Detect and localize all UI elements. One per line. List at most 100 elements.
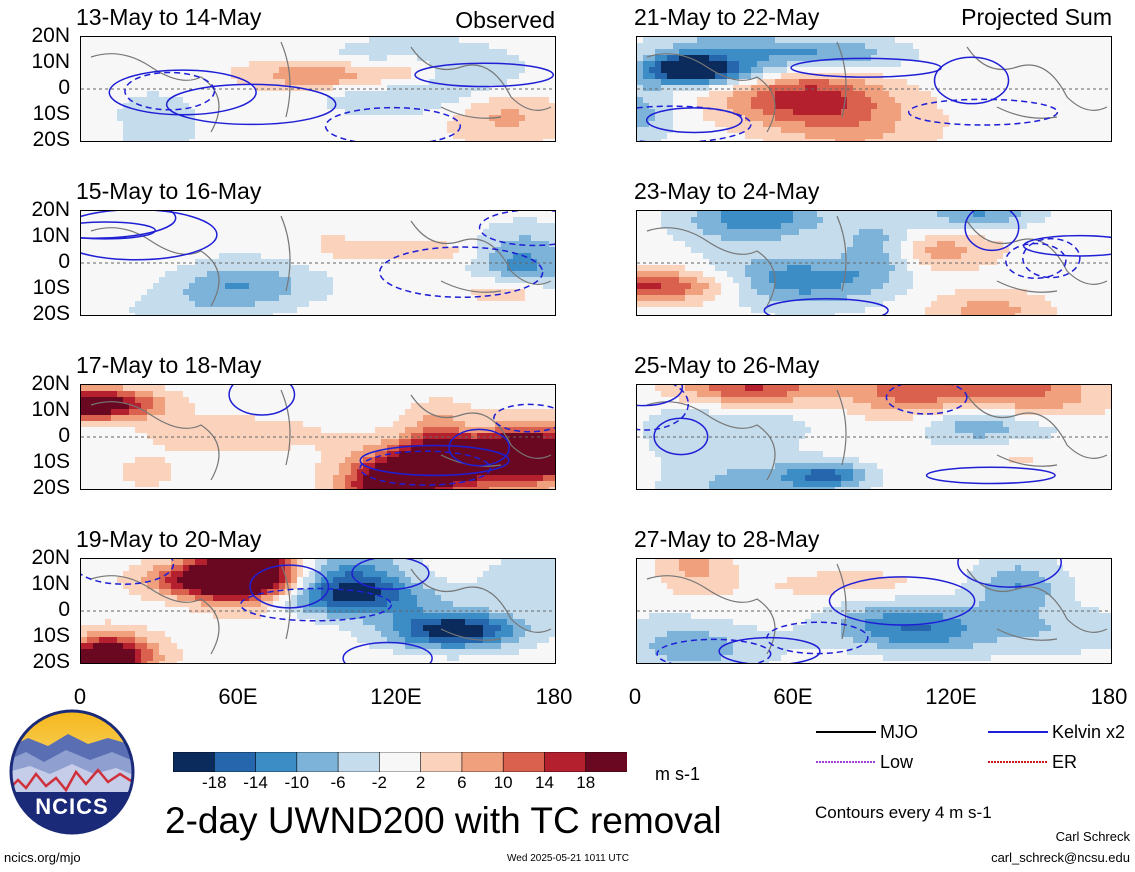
kelvin-contour: [359, 450, 492, 486]
colorbar-swatches: [172, 751, 628, 773]
colorbar-label: -6: [330, 773, 346, 792]
kelvin-contour: [645, 107, 743, 134]
y-tick-label: 20S: [32, 650, 70, 673]
timestamp: Wed 2025-05-21 1011 UTC: [507, 853, 629, 864]
y-tick-label: 10N: [31, 224, 70, 247]
kelvin-contour: [165, 83, 337, 126]
kelvin-contour: [766, 621, 869, 655]
colorbar-label: 6: [457, 773, 467, 792]
y-tick-label: 10S: [32, 276, 70, 299]
ncics-logo-icon: [9, 709, 135, 835]
map-panel: [80, 384, 556, 490]
colorbar-label: -10: [284, 773, 310, 792]
kelvin-contour: [359, 444, 510, 477]
kelvin-contour: [1022, 237, 1081, 279]
colorbar-label: -18: [201, 773, 227, 792]
coastline: [646, 215, 1108, 307]
coastline: [646, 389, 1108, 481]
kelvin-contour: [249, 564, 330, 609]
kelvin-contour: [108, 69, 257, 116]
y-tick-label: 10N: [31, 572, 70, 595]
map-panel: [636, 210, 1112, 316]
colorbar-swatch: [461, 751, 504, 773]
colorbar: [172, 751, 628, 773]
colorbar-swatch: [544, 751, 587, 773]
uwnd-field: [81, 211, 555, 315]
y-tick-label: 0: [58, 424, 70, 447]
kelvin-contour: [907, 98, 1059, 126]
logo-text: NCICS: [35, 794, 109, 819]
y-tick-label: 20N: [31, 546, 70, 569]
y-tick-label: 20S: [32, 302, 70, 325]
panel-title: 19-May to 20-May: [76, 526, 262, 552]
y-tick-label: 10S: [32, 624, 70, 647]
kelvin-contour: [448, 428, 511, 467]
kelvin-contour: [964, 211, 1020, 252]
colorbar-label: 10: [493, 773, 513, 792]
legend-label-er: ER: [1052, 752, 1078, 772]
y-tick-label: 20N: [31, 372, 70, 395]
x-tick-label: 0: [628, 684, 642, 709]
coastline: [90, 215, 552, 307]
kelvin-contour: [957, 559, 1062, 588]
site-url: ncics.org/mjo: [4, 850, 81, 865]
coastline: [646, 563, 1108, 655]
panel-tag: Observed: [455, 7, 555, 33]
uwnd-field: [81, 559, 555, 663]
map-panel: [636, 558, 1112, 664]
uwnd-field: [637, 37, 1111, 141]
legend-label-low: Low: [880, 752, 914, 772]
kelvin-contour: [81, 221, 157, 240]
uwnd-field: [81, 37, 555, 141]
colorbar-swatch: [502, 751, 546, 773]
contour-note: Contours every 4 m s-1: [815, 803, 992, 822]
kelvin-contour: [656, 638, 772, 663]
y-tick-label: 10N: [31, 50, 70, 73]
y-tick-label: 0: [58, 598, 70, 621]
kelvin-contour: [1005, 242, 1067, 280]
kelvin-contour: [228, 385, 296, 416]
x-tick-label: 120E: [370, 684, 422, 709]
colorbar-swatch: [379, 751, 422, 773]
map-panel: [80, 36, 556, 142]
y-tick-label: 10S: [32, 450, 70, 473]
kelvin-contour: [324, 106, 461, 141]
uwnd-field: [81, 385, 555, 489]
map-panel: [80, 558, 556, 664]
panel-title: 25-May to 26-May: [634, 352, 820, 378]
colorbar-swatch: [337, 751, 381, 773]
x-tick-label: 180: [1090, 684, 1128, 709]
kelvin-contour: [718, 636, 821, 663]
x-tick-label: 60E: [218, 684, 258, 709]
panel-title: 27-May to 28-May: [634, 526, 820, 552]
x-tick-label: 60E: [773, 684, 813, 709]
coastline: [90, 41, 552, 133]
y-tick-label: 20N: [31, 198, 70, 221]
map-panel: [80, 210, 556, 316]
colorbar-swatch: [585, 751, 628, 773]
uwnd-field: [637, 385, 1111, 489]
author-name: Carl Schreck: [1055, 829, 1130, 844]
kelvin-contour: [414, 62, 555, 88]
map-panel: [636, 384, 1112, 490]
legend: MJO Kelvin x2 Low ER: [810, 718, 1130, 788]
y-tick-label: 0: [58, 76, 70, 99]
kelvin-contour: [925, 466, 1056, 485]
colorbar-label: 18: [576, 773, 596, 792]
colorbar-label: 2: [415, 773, 426, 792]
colorbar-swatch: [420, 751, 463, 773]
map-panel: [636, 36, 1112, 142]
panel-title: 23-May to 24-May: [634, 178, 820, 204]
colorbar-swatch: [296, 751, 339, 773]
colorbar-label: 14: [534, 773, 554, 792]
kelvin-contour: [933, 56, 1010, 105]
legend-label-kelvin: Kelvin x2: [1052, 722, 1126, 742]
kelvin-contour: [637, 385, 684, 407]
legend-label-mjo: MJO: [880, 722, 918, 742]
coastline: [646, 41, 1108, 133]
panel-title: 17-May to 18-May: [76, 352, 262, 378]
colorbar-label: -14: [243, 773, 268, 792]
y-tick-label: 20N: [31, 24, 70, 47]
kelvin-contour: [478, 211, 555, 247]
x-tick-label: 0: [73, 684, 87, 709]
